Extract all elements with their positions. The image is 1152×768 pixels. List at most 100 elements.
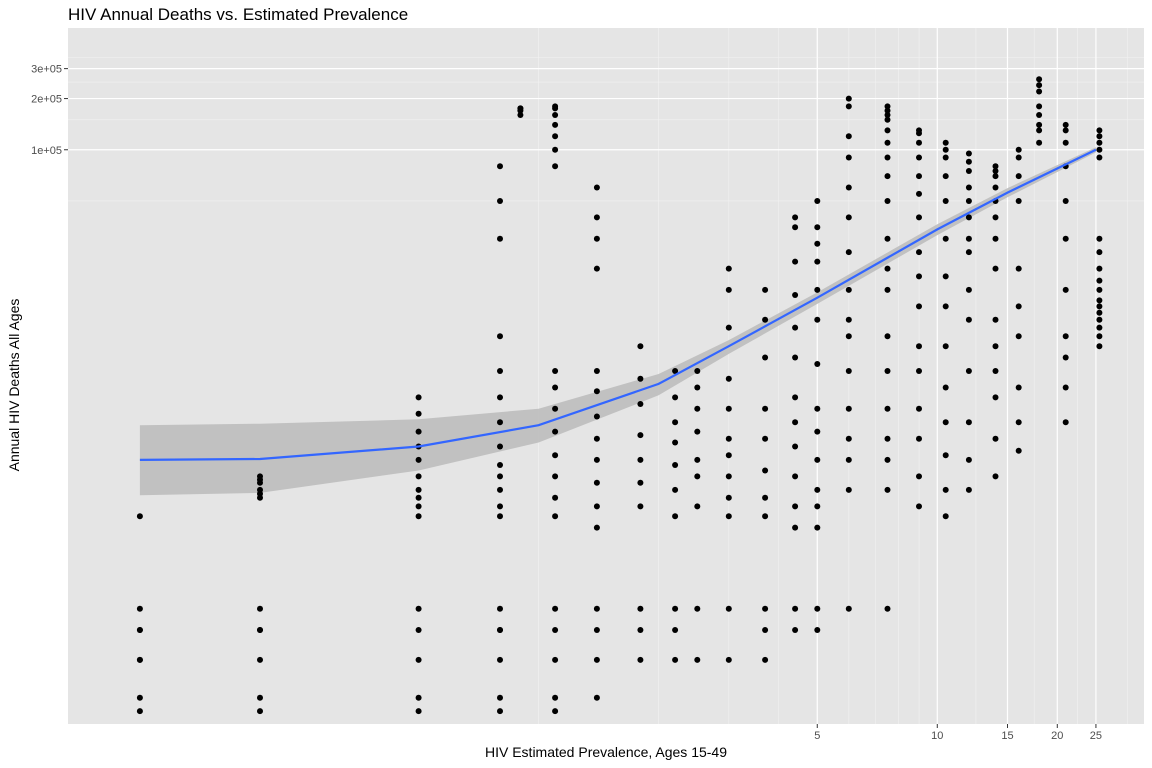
data-point <box>992 435 999 442</box>
data-point <box>845 368 852 374</box>
data-point <box>552 405 559 412</box>
data-point <box>552 513 559 520</box>
data-point <box>792 214 799 221</box>
data-point <box>792 292 799 298</box>
data-point <box>814 503 821 510</box>
data-point <box>725 286 732 293</box>
data-point <box>884 286 891 293</box>
data-point <box>1096 249 1103 256</box>
data-point <box>593 503 600 510</box>
data-point <box>725 375 732 382</box>
data-point <box>845 133 852 140</box>
data-point <box>762 467 769 474</box>
data-point <box>136 627 143 633</box>
data-point <box>1015 154 1022 161</box>
data-point <box>415 627 422 633</box>
data-point <box>916 130 922 137</box>
data-point <box>845 95 852 102</box>
data-point <box>415 428 422 435</box>
data-point <box>593 627 600 633</box>
data-point <box>884 173 891 180</box>
x-axis-label: HIV Estimated Prevalence, Ages 15-49 <box>484 744 728 760</box>
data-point <box>884 486 891 493</box>
data-point <box>725 405 732 412</box>
data-point <box>792 503 799 510</box>
data-point <box>1062 419 1069 426</box>
data-point <box>942 139 949 146</box>
data-point <box>725 452 732 459</box>
data-point <box>942 303 949 310</box>
data-point <box>415 708 422 715</box>
data-point <box>1096 286 1103 293</box>
data-point <box>916 303 922 310</box>
y-tick-label: 2e+05 <box>31 94 62 106</box>
data-point <box>916 190 922 197</box>
data-point <box>672 627 679 633</box>
data-point <box>637 432 644 439</box>
data-point <box>942 235 949 242</box>
data-point <box>1015 303 1022 310</box>
data-point <box>992 394 999 401</box>
data-point <box>1062 127 1069 134</box>
data-point <box>552 494 559 501</box>
data-point <box>916 154 922 161</box>
data-point <box>257 708 263 715</box>
data-point <box>884 107 891 114</box>
data-point <box>965 368 972 374</box>
data-point <box>593 265 600 272</box>
data-point <box>762 405 769 412</box>
data-point <box>1096 146 1103 153</box>
data-point <box>814 456 821 463</box>
data-point <box>517 112 524 118</box>
data-point <box>497 486 503 493</box>
data-point <box>916 214 922 221</box>
data-point <box>725 605 732 612</box>
data-point <box>884 154 891 161</box>
x-tick-label: 5 <box>814 730 820 742</box>
data-point <box>257 494 263 501</box>
data-point <box>552 384 559 391</box>
data-point <box>593 524 600 531</box>
data-point <box>497 443 503 450</box>
data-point <box>992 265 999 272</box>
data-point <box>694 384 701 391</box>
data-point <box>965 158 972 165</box>
data-point <box>637 503 644 510</box>
data-point <box>552 627 559 633</box>
data-point <box>552 473 559 480</box>
data-point <box>845 316 852 323</box>
data-point <box>1096 343 1103 350</box>
data-point <box>725 494 732 501</box>
data-point <box>593 456 600 463</box>
data-point <box>593 656 600 663</box>
data-point <box>884 103 891 110</box>
grid-lines <box>68 28 1144 724</box>
data-point <box>136 708 143 715</box>
data-point <box>725 513 732 520</box>
data-point <box>916 139 922 146</box>
data-point <box>1036 127 1043 134</box>
data-point <box>136 656 143 663</box>
data-point <box>942 452 949 459</box>
data-point <box>1015 333 1022 340</box>
data-point <box>725 656 732 663</box>
data-point <box>497 235 503 242</box>
y-tick-label: 3e+05 <box>31 64 62 76</box>
data-point <box>916 405 922 412</box>
data-point <box>965 198 972 204</box>
data-point <box>884 405 891 412</box>
data-point <box>1062 121 1069 128</box>
data-point <box>942 419 949 426</box>
data-point <box>694 656 701 663</box>
data-point <box>762 627 769 633</box>
data-point <box>497 503 503 510</box>
data-point <box>593 479 600 486</box>
data-point <box>762 286 769 293</box>
data-point <box>415 503 422 510</box>
x-axis-ticks: 5 10 15 20 25 <box>814 724 1102 742</box>
data-point <box>257 627 263 633</box>
data-point <box>916 343 922 350</box>
data-point <box>552 146 559 153</box>
data-point <box>552 105 559 112</box>
data-point <box>552 133 559 140</box>
